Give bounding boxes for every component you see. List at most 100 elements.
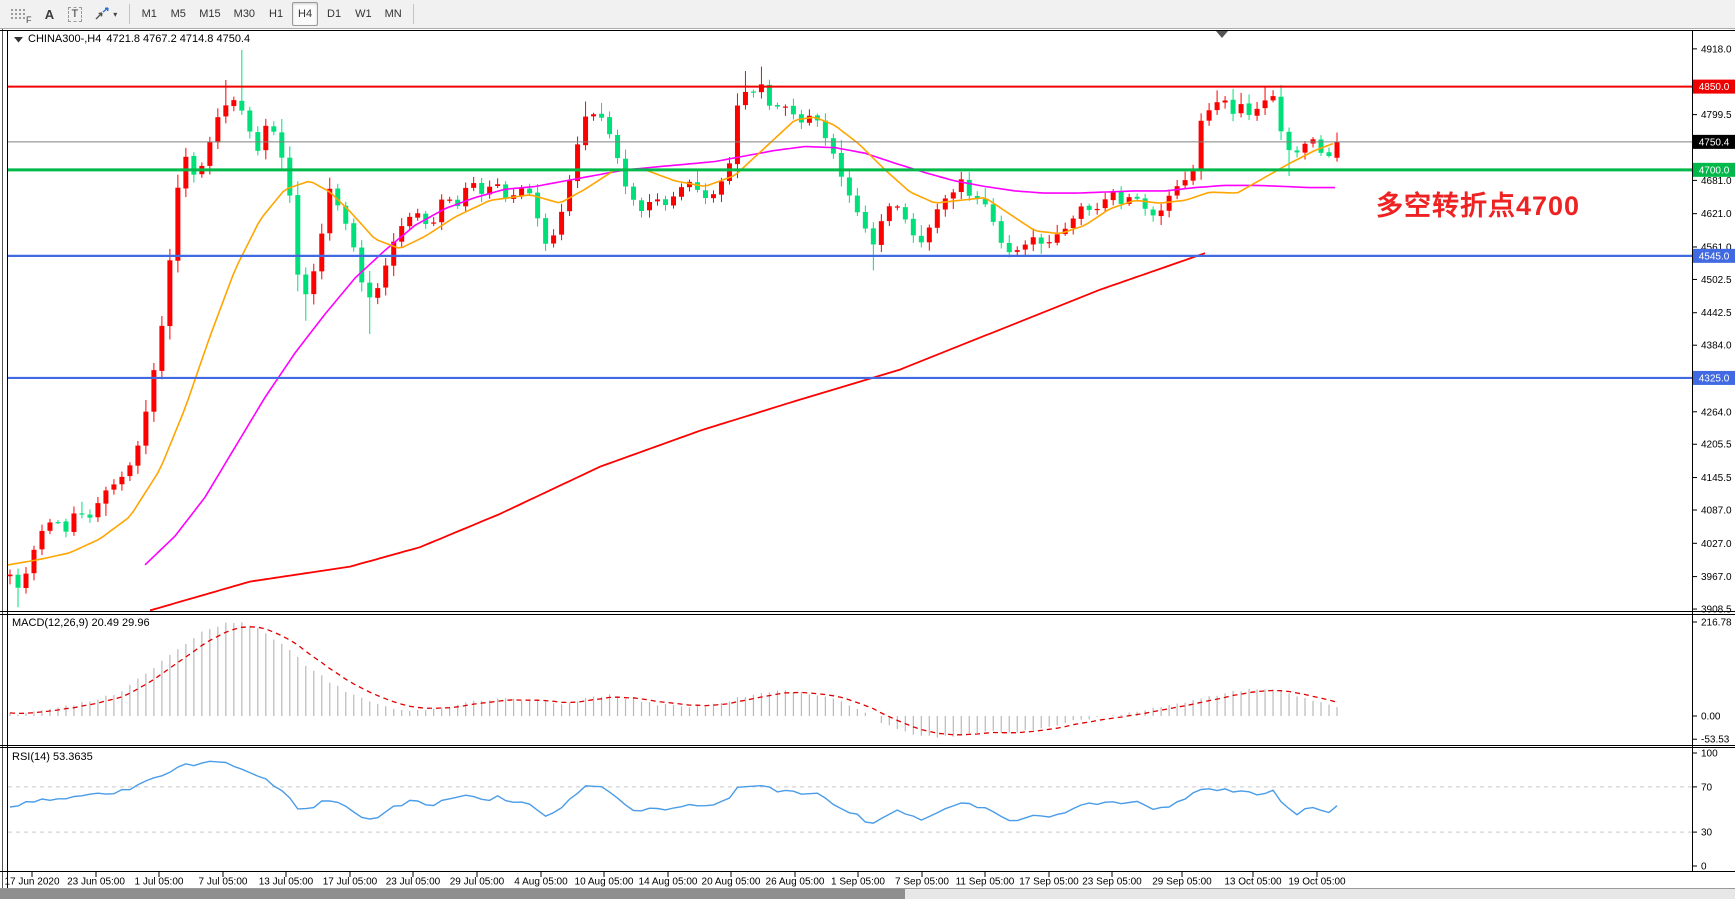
price-badge-4750.4 bbox=[1693, 134, 1735, 149]
macd-axis-label: 216.78 bbox=[1701, 618, 1732, 629]
macd-panel[interactable] bbox=[9, 622, 1338, 738]
price-tick-label: 4205.5 bbox=[1701, 440, 1732, 451]
date-tick-label: 29 Jul 05:00 bbox=[450, 877, 505, 888]
price-tick-label: 4621.0 bbox=[1701, 209, 1732, 220]
date-tick-label: 13 Oct 05:00 bbox=[1224, 877, 1282, 888]
rsi-axis-label: 70 bbox=[1701, 782, 1713, 793]
candlestick-series bbox=[7, 49, 1340, 608]
rsi-axis-label: 100 bbox=[1701, 749, 1718, 760]
toolbar: F A T ▾ M1 M5 M15 M30 H1 H4 D1 W1 MN bbox=[0, 0, 1735, 29]
date-tick-label: 13 Jul 05:00 bbox=[259, 877, 314, 888]
rsi-axis-label: 0 bbox=[1701, 862, 1707, 873]
price-badge-label: 4750.4 bbox=[1699, 137, 1730, 148]
dotted-grid-icon bbox=[10, 7, 25, 21]
horizontal-scrollbar[interactable] bbox=[0, 889, 1735, 899]
price-tick-label: 4027.0 bbox=[1701, 539, 1732, 550]
date-tick-label: 14 Aug 05:00 bbox=[639, 877, 698, 888]
tf-button-M30[interactable]: M30 bbox=[229, 2, 260, 26]
price-tick-label: 4442.5 bbox=[1701, 308, 1732, 319]
chevron-down-icon: ▾ bbox=[113, 9, 118, 19]
macd-axis-label: 0.00 bbox=[1701, 712, 1721, 723]
price-tick-label: 4264.0 bbox=[1701, 407, 1732, 418]
price-tick-label: 4918.0 bbox=[1701, 44, 1732, 55]
symbol-dropdown-icon[interactable] bbox=[14, 36, 23, 43]
toolbar-separator bbox=[129, 4, 131, 24]
timeframe-group: M1 M5 M15 M30 H1 H4 D1 W1 MN bbox=[136, 2, 406, 26]
date-tick-label: 26 Aug 05:00 bbox=[766, 877, 825, 888]
ma-slow-red-line bbox=[149, 252, 1206, 612]
date-tick-label: 17 Jun 2020 bbox=[4, 877, 59, 888]
chart-annotation-text[interactable]: 多空转折点4700 bbox=[1376, 191, 1581, 221]
date-tick-label: 23 Jun 05:00 bbox=[67, 877, 125, 888]
price-badge-label: 4700.0 bbox=[1699, 165, 1730, 176]
tf-button-H4[interactable]: H4 bbox=[292, 2, 319, 26]
price-badge-4700.0 bbox=[1693, 162, 1735, 177]
date-tick-label: 19 Oct 05:00 bbox=[1288, 877, 1346, 888]
price-tick-label: 4799.5 bbox=[1701, 110, 1732, 121]
date-tick-label: 17 Jul 05:00 bbox=[323, 877, 378, 888]
date-tick-label: 7 Jul 05:00 bbox=[199, 877, 248, 888]
ma-mid-magenta-line bbox=[144, 145, 1335, 566]
rsi-indicator-label: RSI(14) 53.3635 bbox=[12, 751, 93, 763]
moving-averages bbox=[7, 116, 1335, 612]
diagonal-arrows-icon bbox=[95, 7, 109, 20]
dotted-grid-f-button[interactable]: F bbox=[4, 2, 38, 26]
macd-indicator-label: MACD(12,26,9) 20.49 29.96 bbox=[12, 617, 150, 629]
price-axis[interactable]: 4918.0 4799.5 4681.0 4621.0 4561.0 4502.5 4442… bbox=[1692, 44, 1732, 616]
chart-shift-marker-icon[interactable] bbox=[1216, 31, 1228, 38]
date-tick-label: 7 Sep 05:00 bbox=[895, 877, 949, 888]
rsi-panel[interactable] bbox=[9, 760, 1338, 824]
price-badges: 4850.0 4750.4 4700.0 4545.0 4325.0 bbox=[1693, 79, 1735, 385]
chart-frame bbox=[0, 29, 1735, 889]
price-badge-4545.0 bbox=[1693, 248, 1735, 263]
rsi-line bbox=[9, 760, 1338, 824]
date-tick-label: 23 Sep 05:00 bbox=[1082, 877, 1142, 888]
price-tick-label: 4384.0 bbox=[1701, 341, 1732, 352]
date-tick-label: 4 Aug 05:00 bbox=[514, 877, 568, 888]
price-tick-label: 4145.5 bbox=[1701, 473, 1732, 484]
date-tick-label: 23 Jul 05:00 bbox=[386, 877, 441, 888]
date-axis[interactable]: 17 Jun 2020 23 Jun 05:00 1 Jul 05:00 7 Jul … bbox=[4, 872, 1346, 888]
chart-title-ohlc: 4721.8 4767.2 4714.8 4750.4 bbox=[106, 33, 251, 45]
chart-title-symbol: CHINA300-,H4 bbox=[28, 33, 102, 45]
price-badge-label: 4850.0 bbox=[1699, 82, 1730, 93]
price-badge-4325.0 bbox=[1693, 370, 1735, 385]
date-tick-label: 29 Sep 05:00 bbox=[1152, 877, 1212, 888]
tf-button-H1[interactable]: H1 bbox=[263, 2, 289, 26]
price-tick-label: 3908.5 bbox=[1701, 605, 1732, 616]
price-badge-label: 4545.0 bbox=[1699, 251, 1730, 262]
f-label: F bbox=[26, 15, 32, 25]
macd-signal-line bbox=[9, 626, 1338, 736]
date-tick-label: 10 Aug 05:00 bbox=[575, 877, 634, 888]
text-label-button[interactable]: T bbox=[62, 2, 89, 26]
tf-button-MN[interactable]: MN bbox=[380, 2, 407, 26]
price-badge-4850.0 bbox=[1693, 79, 1735, 94]
arrows-dropdown-button[interactable]: ▾ bbox=[88, 2, 123, 26]
date-tick-label: 20 Aug 05:00 bbox=[702, 877, 761, 888]
scrollbar-thumb[interactable] bbox=[0, 889, 905, 899]
tf-button-M5[interactable]: M5 bbox=[165, 2, 191, 26]
toolbar-separator bbox=[412, 4, 414, 24]
horizontal-level-lines[interactable] bbox=[8, 85, 1692, 380]
chart-title[interactable]: CHINA300-,H4 4721.8 4767.2 4714.8 4750.4 bbox=[14, 33, 250, 45]
text-t-icon: T bbox=[67, 6, 83, 22]
tf-button-M15[interactable]: M15 bbox=[194, 2, 225, 26]
tf-button-M1[interactable]: M1 bbox=[136, 2, 162, 26]
tf-button-W1[interactable]: W1 bbox=[350, 2, 377, 26]
macd-axis-label: -53.53 bbox=[1701, 735, 1730, 746]
ma-fast-orange-line bbox=[7, 116, 1334, 566]
letter-a-icon: A bbox=[44, 6, 55, 22]
tf-button-D1[interactable]: D1 bbox=[321, 2, 347, 26]
font-a-button[interactable]: A bbox=[38, 2, 62, 26]
price-tick-label: 4561.0 bbox=[1701, 242, 1732, 253]
rsi-axis-label: 30 bbox=[1701, 828, 1713, 839]
price-badge-label: 4325.0 bbox=[1699, 373, 1730, 384]
date-tick-label: 11 Sep 05:00 bbox=[956, 877, 1015, 888]
date-tick-label: 1 Sep 05:00 bbox=[831, 877, 885, 888]
price-tick-label: 4681.0 bbox=[1701, 176, 1732, 187]
date-tick-label: 1 Jul 05:00 bbox=[135, 877, 184, 888]
indicator-axes: 216.78 0.00 -53.53 100 70 30 0 bbox=[8, 618, 1732, 873]
date-tick-label: 17 Sep 05:00 bbox=[1019, 877, 1079, 888]
price-tick-label: 4502.5 bbox=[1701, 275, 1732, 286]
